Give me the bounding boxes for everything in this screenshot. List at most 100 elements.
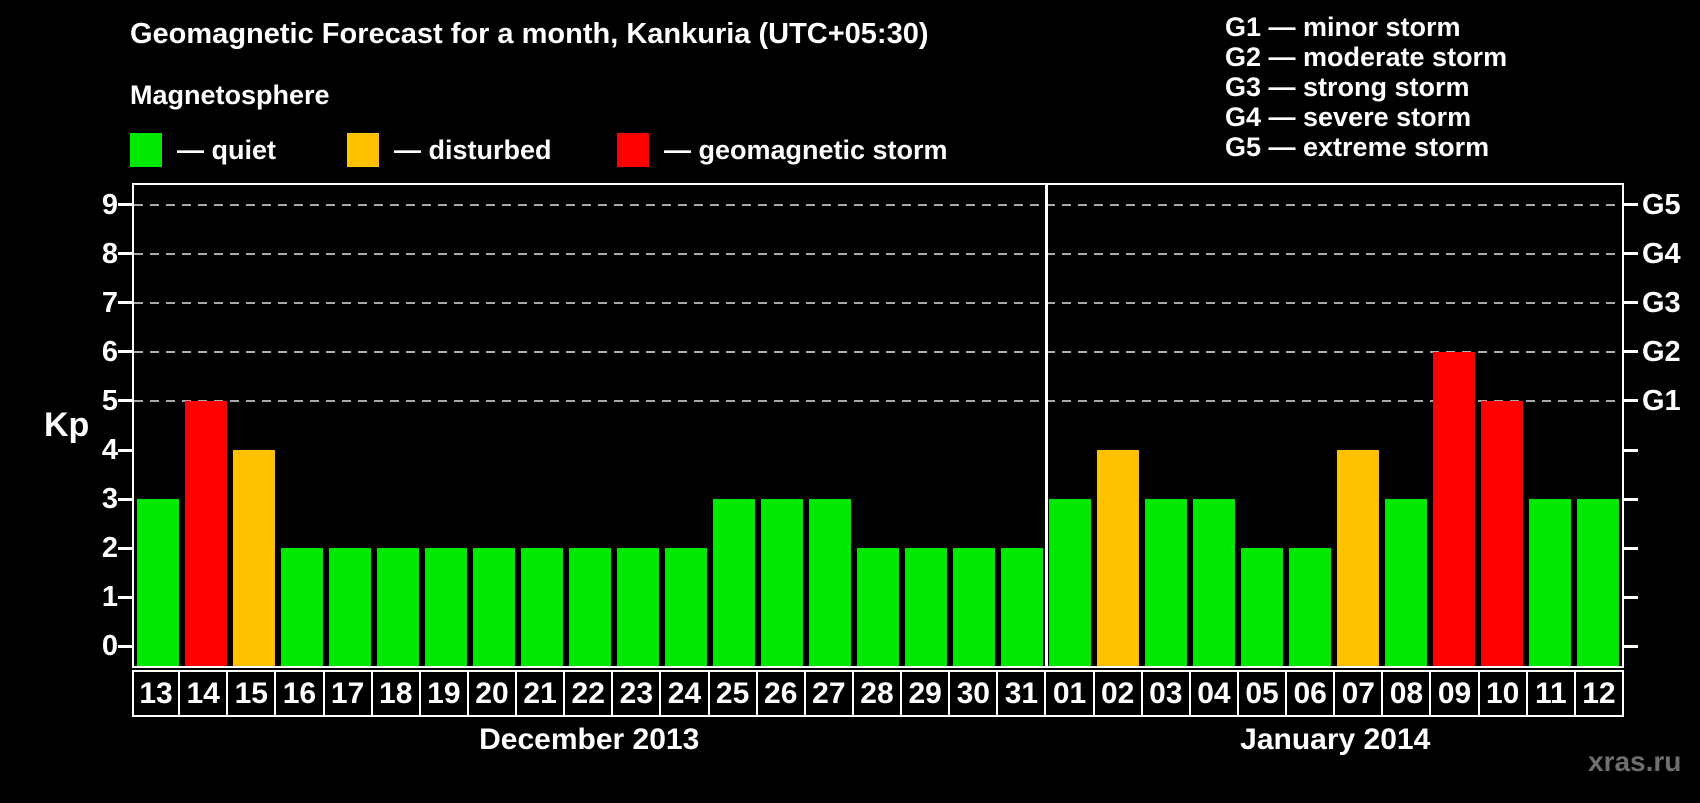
kp-bar-day-27 <box>809 499 851 666</box>
day-label-03: 03 <box>1140 670 1191 717</box>
g4-legend-line: G4 — severe storm <box>1225 102 1472 132</box>
g-scale-legend: G1 — minor storm G2 — moderate storm G3 … <box>1225 12 1507 162</box>
g3-legend-line: G3 — strong storm <box>1225 72 1470 102</box>
kp-bar-day-17 <box>329 548 371 666</box>
kp-bar-day-14 <box>185 400 227 666</box>
quiet-color-swatch <box>130 133 162 167</box>
kp-bar-day-13 <box>137 499 179 666</box>
y-axis-tick-left-8 <box>118 252 132 256</box>
day-label-20: 20 <box>466 670 518 717</box>
g5-legend-line: G5 — extreme storm <box>1225 132 1490 162</box>
watermark: xras.ru <box>1588 746 1682 777</box>
y-axis-tick-left-6 <box>118 350 132 354</box>
y-axis-tick-right-4 <box>1624 448 1638 452</box>
kp-bar-day-06 <box>1289 548 1331 666</box>
kp-bar-day-23 <box>617 548 659 666</box>
day-label-19: 19 <box>418 670 469 717</box>
day-label-18: 18 <box>370 670 421 717</box>
day-label-23: 23 <box>611 670 662 717</box>
day-label-14: 14 <box>178 670 229 717</box>
gridline-kp7 <box>134 301 1622 304</box>
day-label-10: 10 <box>1477 670 1528 717</box>
day-label-08: 08 <box>1381 670 1432 717</box>
month-divider <box>1044 185 1048 666</box>
month-label-january: January 2014 <box>1240 723 1431 756</box>
day-label-25: 25 <box>707 670 758 717</box>
day-label-31: 31 <box>996 670 1047 717</box>
y-axis-label-9: 9 <box>101 188 118 221</box>
kp-bar-day-22 <box>569 548 611 666</box>
day-label-01: 01 <box>1044 670 1095 717</box>
kp-bar-day-11 <box>1529 499 1571 666</box>
plot-area: 0 1 2 3 4 5 6 7 8 9 G1 G2 G3 G4 G5 <box>102 183 1681 668</box>
y-axis-title: Kp <box>44 406 90 444</box>
day-label-30: 30 <box>948 670 999 717</box>
kp-bar-day-12 <box>1577 499 1619 666</box>
kp-bar-day-29 <box>905 548 947 666</box>
y-axis-tick-right-8 <box>1624 252 1638 256</box>
kp-bar-day-28 <box>857 548 899 666</box>
disturbed-color-swatch <box>347 133 379 167</box>
day-label-28: 28 <box>851 670 903 717</box>
g-axis-label-G1: G1 <box>1642 384 1681 417</box>
month-label-december: December 2013 <box>479 723 700 756</box>
y-axis-label-7: 7 <box>101 286 118 319</box>
y-axis-tick-left-2 <box>118 546 132 550</box>
y-axis-tick-right-9 <box>1624 203 1638 207</box>
y-axis-label-8: 8 <box>101 237 118 270</box>
kp-bar-day-24 <box>665 548 707 666</box>
y-axis-label-0: 0 <box>101 630 118 663</box>
kp-bar-day-18 <box>377 548 419 666</box>
legend-item-storm: — geomagnetic storm <box>617 132 948 168</box>
y-axis-label-5: 5 <box>101 384 118 417</box>
g-axis-label-G4: G4 <box>1642 237 1681 270</box>
y-axis-tick-left-7 <box>118 301 132 305</box>
y-axis-label-3: 3 <box>101 483 118 516</box>
y-axis-label-2: 2 <box>101 532 118 565</box>
day-label-21: 21 <box>515 670 566 717</box>
kp-bar-day-30 <box>953 548 995 666</box>
day-label-07: 07 <box>1333 670 1384 717</box>
gridline-kp6 <box>134 350 1622 353</box>
g-axis-label-G2: G2 <box>1642 335 1681 368</box>
legend-label-disturbed: — disturbed <box>394 134 552 165</box>
kp-bar-day-09 <box>1433 351 1475 666</box>
y-axis-tick-right-6 <box>1624 350 1638 354</box>
y-axis-tick-left-4 <box>118 448 132 452</box>
magnetosphere-label: Magnetosphere <box>130 80 330 110</box>
y-axis-tick-right-3 <box>1624 497 1638 501</box>
kp-bar-day-16 <box>281 548 323 666</box>
page-title: Geomagnetic Forecast for a month, Kankur… <box>130 18 929 50</box>
legend-label-quiet: — quiet <box>177 134 276 165</box>
legend-item-quiet: — quiet <box>130 132 276 168</box>
day-label-09: 09 <box>1429 670 1480 717</box>
y-axis-label-4: 4 <box>101 434 118 467</box>
y-axis-tick-right-0 <box>1624 644 1638 648</box>
legend-label-storm: — geomagnetic storm <box>664 134 948 165</box>
day-label-22: 22 <box>563 670 614 717</box>
y-axis-tick-left-5 <box>118 399 132 403</box>
kp-bar-day-07 <box>1337 450 1379 666</box>
day-label-26: 26 <box>755 670 806 717</box>
kp-bar-day-20 <box>473 548 515 666</box>
storm-color-swatch <box>617 133 649 167</box>
day-label-27: 27 <box>803 670 854 717</box>
y-axis-tick-left-9 <box>118 203 132 207</box>
kp-bar-day-08 <box>1385 499 1427 666</box>
y-axis-tick-right-1 <box>1624 595 1638 599</box>
day-label-06: 06 <box>1285 670 1336 717</box>
kp-bar-day-03 <box>1145 499 1187 666</box>
legend-item-disturbed: — disturbed <box>347 132 552 168</box>
y-axis-tick-left-1 <box>118 595 132 599</box>
gridline-kp9 <box>134 203 1622 206</box>
g1-legend-line: G1 — minor storm <box>1225 12 1461 42</box>
y-axis-label-1: 1 <box>101 581 118 614</box>
day-label-16: 16 <box>274 670 325 717</box>
kp-bar-day-01 <box>1049 499 1091 666</box>
y-axis-label-6: 6 <box>101 335 118 368</box>
kp-bar-day-19 <box>425 548 467 666</box>
kp-bar-day-21 <box>521 548 563 666</box>
day-label-05: 05 <box>1236 670 1288 717</box>
gridline-kp8 <box>134 252 1622 255</box>
g2-legend-line: G2 — moderate storm <box>1225 42 1508 72</box>
